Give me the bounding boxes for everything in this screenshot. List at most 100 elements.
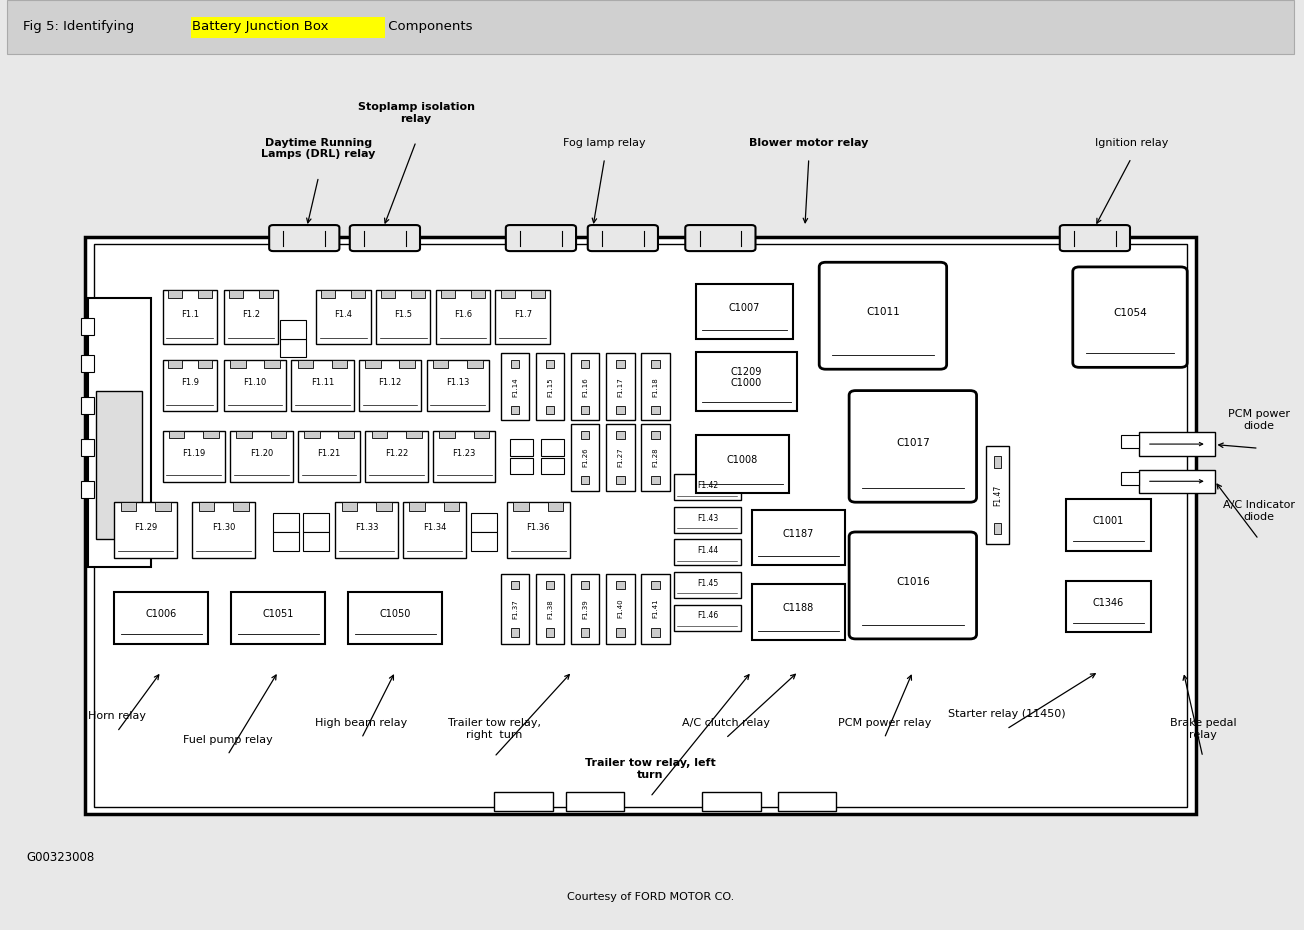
Text: F1.6: F1.6	[454, 310, 472, 319]
FancyBboxPatch shape	[494, 792, 553, 811]
FancyBboxPatch shape	[471, 532, 497, 551]
FancyBboxPatch shape	[1060, 225, 1131, 251]
FancyBboxPatch shape	[198, 502, 214, 511]
FancyBboxPatch shape	[81, 397, 94, 414]
Text: F1.34: F1.34	[422, 523, 446, 532]
Text: C1054: C1054	[1114, 309, 1148, 318]
Text: C1187: C1187	[782, 529, 814, 538]
Text: Horn relay: Horn relay	[89, 711, 146, 722]
Text: Battery Junction Box: Battery Junction Box	[193, 20, 329, 33]
FancyBboxPatch shape	[271, 431, 287, 438]
Text: C1209
C1000: C1209 C1000	[730, 366, 762, 389]
FancyBboxPatch shape	[751, 584, 845, 640]
FancyBboxPatch shape	[536, 353, 565, 420]
FancyBboxPatch shape	[115, 592, 209, 644]
FancyBboxPatch shape	[198, 360, 211, 367]
Text: Brake pedal
relay: Brake pedal relay	[1170, 718, 1236, 739]
Text: F1.46: F1.46	[696, 611, 719, 620]
FancyBboxPatch shape	[674, 539, 741, 565]
FancyBboxPatch shape	[279, 339, 305, 357]
FancyBboxPatch shape	[541, 439, 565, 456]
FancyBboxPatch shape	[372, 431, 387, 438]
FancyBboxPatch shape	[352, 290, 365, 299]
FancyBboxPatch shape	[365, 360, 381, 367]
FancyBboxPatch shape	[1140, 432, 1214, 456]
FancyBboxPatch shape	[580, 360, 589, 368]
Text: F1.30: F1.30	[213, 523, 235, 532]
FancyBboxPatch shape	[511, 629, 519, 637]
Text: Blower motor relay: Blower motor relay	[748, 138, 868, 148]
FancyBboxPatch shape	[433, 431, 496, 482]
FancyBboxPatch shape	[651, 476, 660, 485]
FancyBboxPatch shape	[331, 360, 347, 367]
Text: F1.23: F1.23	[452, 449, 476, 458]
FancyBboxPatch shape	[81, 318, 94, 335]
Text: F1.42: F1.42	[696, 481, 719, 490]
FancyBboxPatch shape	[203, 431, 219, 438]
FancyBboxPatch shape	[994, 523, 1001, 534]
FancyBboxPatch shape	[606, 424, 635, 491]
FancyBboxPatch shape	[695, 435, 789, 493]
Text: F1.41: F1.41	[652, 599, 659, 618]
Text: F1.13: F1.13	[446, 379, 469, 387]
FancyBboxPatch shape	[651, 405, 660, 414]
FancyBboxPatch shape	[541, 458, 565, 474]
FancyBboxPatch shape	[1140, 470, 1214, 493]
FancyBboxPatch shape	[674, 474, 741, 500]
FancyBboxPatch shape	[501, 353, 529, 420]
FancyBboxPatch shape	[695, 352, 797, 411]
Text: Stoplamp isolation
relay: Stoplamp isolation relay	[357, 102, 475, 124]
FancyBboxPatch shape	[273, 532, 299, 551]
Text: F1.10: F1.10	[244, 379, 266, 387]
FancyBboxPatch shape	[96, 391, 142, 539]
FancyBboxPatch shape	[155, 502, 171, 511]
FancyBboxPatch shape	[436, 290, 490, 344]
FancyBboxPatch shape	[322, 290, 335, 299]
Text: F1.43: F1.43	[696, 513, 719, 523]
FancyBboxPatch shape	[443, 502, 459, 511]
Text: C1017: C1017	[896, 438, 930, 447]
FancyBboxPatch shape	[291, 360, 353, 411]
FancyBboxPatch shape	[674, 604, 741, 631]
FancyBboxPatch shape	[115, 502, 177, 558]
FancyBboxPatch shape	[571, 353, 600, 420]
FancyBboxPatch shape	[580, 405, 589, 414]
FancyBboxPatch shape	[399, 360, 415, 367]
FancyBboxPatch shape	[403, 502, 466, 558]
FancyBboxPatch shape	[168, 431, 184, 438]
FancyBboxPatch shape	[496, 290, 550, 344]
Text: Courtesy of FORD MOTOR CO.: Courtesy of FORD MOTOR CO.	[566, 893, 734, 902]
FancyBboxPatch shape	[546, 629, 554, 637]
Text: A/C clutch relay: A/C clutch relay	[682, 718, 769, 728]
Text: C1050: C1050	[379, 609, 411, 619]
FancyBboxPatch shape	[506, 225, 576, 251]
FancyBboxPatch shape	[615, 580, 625, 590]
FancyBboxPatch shape	[651, 360, 660, 368]
FancyBboxPatch shape	[642, 353, 670, 420]
FancyBboxPatch shape	[615, 405, 625, 414]
FancyBboxPatch shape	[546, 405, 554, 414]
Text: F1.14: F1.14	[512, 377, 518, 397]
FancyBboxPatch shape	[426, 360, 489, 411]
Text: F1.28: F1.28	[652, 447, 659, 468]
Text: F1.1: F1.1	[181, 310, 198, 319]
FancyBboxPatch shape	[163, 360, 218, 411]
FancyBboxPatch shape	[777, 792, 836, 811]
Text: C1006: C1006	[146, 609, 177, 619]
FancyBboxPatch shape	[7, 0, 1294, 54]
Text: F1.18: F1.18	[652, 377, 659, 397]
Text: F1.5: F1.5	[394, 310, 412, 319]
FancyBboxPatch shape	[297, 431, 360, 482]
FancyBboxPatch shape	[1073, 267, 1187, 367]
FancyBboxPatch shape	[376, 502, 391, 511]
FancyBboxPatch shape	[89, 298, 151, 567]
FancyBboxPatch shape	[510, 439, 533, 456]
FancyBboxPatch shape	[316, 290, 370, 344]
Text: C1008: C1008	[726, 456, 758, 465]
Text: F1.37: F1.37	[512, 599, 518, 618]
FancyBboxPatch shape	[849, 532, 977, 639]
FancyBboxPatch shape	[230, 290, 243, 299]
FancyBboxPatch shape	[81, 355, 94, 372]
FancyBboxPatch shape	[642, 424, 670, 491]
FancyBboxPatch shape	[198, 290, 211, 299]
